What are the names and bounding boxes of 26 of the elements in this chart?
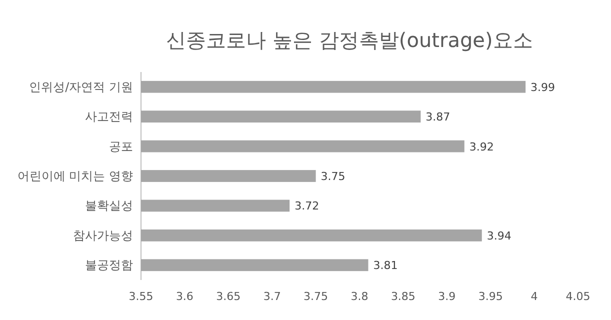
y-tick-label: 사고전력 — [85, 110, 133, 124]
x-tick-label: 3.6 — [176, 290, 194, 303]
x-tick-label: 3.95 — [478, 290, 503, 303]
x-tick-label: 4 — [530, 290, 538, 303]
data-label: 3.81 — [373, 259, 398, 272]
y-tick-label: 불공정함 — [85, 258, 133, 272]
x-tick-label: 3.55 — [128, 290, 154, 303]
data-label: 3.72 — [294, 200, 320, 213]
x-tick-label: 3.8 — [350, 290, 368, 303]
y-tick-label: 인위성/자연적 기원 — [29, 80, 133, 94]
x-tick-label: 3.9 — [438, 290, 456, 303]
y-tick-label: 어린이에 미치는 영향 — [17, 169, 133, 183]
x-tick-label: 3.7 — [263, 290, 281, 303]
data-label: 3.87 — [426, 110, 450, 124]
data-label: 3.94 — [486, 229, 512, 242]
x-tick-label: 3.85 — [390, 290, 416, 303]
data-label: 3.92 — [469, 140, 494, 154]
y-tick-label: 참사가능성 — [73, 228, 133, 242]
y-tick-label: 공포 — [109, 139, 133, 154]
x-tick-label: 3.65 — [216, 290, 241, 303]
data-label: 3.99 — [530, 80, 556, 94]
chart-title: 신종코로나 높은 감정촉발(outrage)요소 — [166, 28, 533, 52]
y-tick-label: 불확실성 — [85, 198, 133, 213]
x-tick-label: 3.75 — [304, 290, 328, 303]
x-tick-label: 4.05 — [566, 290, 590, 303]
data-label: 3.75 — [320, 170, 346, 183]
